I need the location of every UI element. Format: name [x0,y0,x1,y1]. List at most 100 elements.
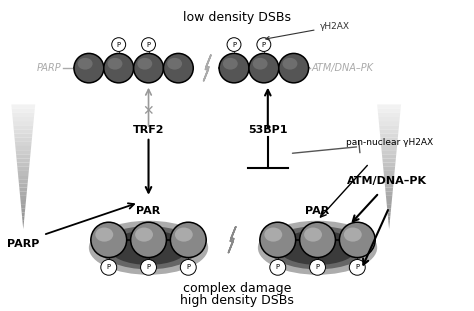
Text: complex damage: complex damage [183,282,291,295]
Ellipse shape [135,228,153,242]
Polygon shape [384,179,394,183]
Ellipse shape [134,53,164,83]
Polygon shape [19,188,27,192]
Text: P: P [262,42,266,48]
Polygon shape [387,204,392,208]
Polygon shape [388,217,390,221]
Polygon shape [388,212,391,217]
Polygon shape [381,146,397,150]
Text: 53BP1: 53BP1 [248,125,288,135]
Polygon shape [380,138,398,142]
Polygon shape [22,217,25,221]
Ellipse shape [164,53,193,83]
Text: ATM/DNA–PK: ATM/DNA–PK [311,63,374,73]
Ellipse shape [268,226,367,269]
Text: low density DSBs: low density DSBs [183,11,291,24]
Ellipse shape [167,58,182,70]
Polygon shape [22,212,25,217]
Polygon shape [378,117,400,121]
Polygon shape [383,171,395,175]
Polygon shape [378,109,401,113]
Ellipse shape [223,58,238,70]
Polygon shape [21,208,25,212]
Circle shape [112,38,126,51]
Text: P: P [107,264,111,270]
Polygon shape [15,146,31,150]
Text: P: P [355,264,359,270]
Ellipse shape [278,230,357,265]
Polygon shape [13,121,34,125]
Polygon shape [383,158,396,163]
Polygon shape [13,125,33,129]
Polygon shape [379,125,399,129]
Ellipse shape [344,228,362,242]
Ellipse shape [253,58,267,70]
Polygon shape [20,196,27,200]
Polygon shape [382,150,397,154]
Polygon shape [387,208,391,212]
Text: ✕: ✕ [143,104,155,118]
Circle shape [142,38,155,51]
Ellipse shape [219,53,249,83]
Polygon shape [380,133,398,138]
Text: P: P [232,42,236,48]
Circle shape [141,259,156,275]
Polygon shape [385,192,392,196]
Text: PARP: PARP [7,239,39,249]
Polygon shape [11,104,35,109]
Ellipse shape [264,228,282,242]
Polygon shape [384,175,394,179]
Polygon shape [204,55,211,81]
Polygon shape [383,167,395,171]
Ellipse shape [304,228,322,242]
Text: P: P [186,264,191,270]
Ellipse shape [78,58,92,70]
Polygon shape [18,175,28,179]
Ellipse shape [258,221,377,275]
Circle shape [257,38,271,51]
Polygon shape [378,113,400,117]
Ellipse shape [137,58,152,70]
Text: PAR: PAR [137,206,161,216]
Ellipse shape [89,221,208,275]
Circle shape [227,38,241,51]
Ellipse shape [99,226,198,269]
Polygon shape [389,225,390,229]
Polygon shape [18,171,29,175]
Ellipse shape [131,222,166,258]
Polygon shape [15,142,32,146]
Polygon shape [381,142,398,146]
Polygon shape [12,117,34,121]
Polygon shape [22,221,24,225]
Polygon shape [17,163,29,167]
Circle shape [349,259,365,275]
Text: γH2AX: γH2AX [266,22,349,40]
Ellipse shape [300,222,336,258]
Polygon shape [385,183,393,188]
Text: pan-nuclear γH2AX: pan-nuclear γH2AX [346,138,433,147]
Ellipse shape [108,58,122,70]
Polygon shape [23,225,24,229]
Polygon shape [228,227,236,253]
Ellipse shape [249,53,279,83]
Ellipse shape [95,228,113,242]
Ellipse shape [175,228,193,242]
Ellipse shape [339,222,375,258]
Ellipse shape [104,53,134,83]
Circle shape [101,259,117,275]
Text: ATM/DNA–PK: ATM/DNA–PK [347,176,427,186]
Text: high density DSBs: high density DSBs [180,294,294,307]
Circle shape [180,259,196,275]
Circle shape [270,259,286,275]
Polygon shape [20,200,26,204]
Polygon shape [388,221,390,225]
Polygon shape [16,154,30,158]
Polygon shape [386,196,392,200]
Ellipse shape [279,53,309,83]
Polygon shape [17,167,29,171]
Polygon shape [377,104,401,109]
Text: P: P [117,42,121,48]
Polygon shape [16,150,31,154]
Ellipse shape [109,230,188,265]
Polygon shape [383,163,395,167]
